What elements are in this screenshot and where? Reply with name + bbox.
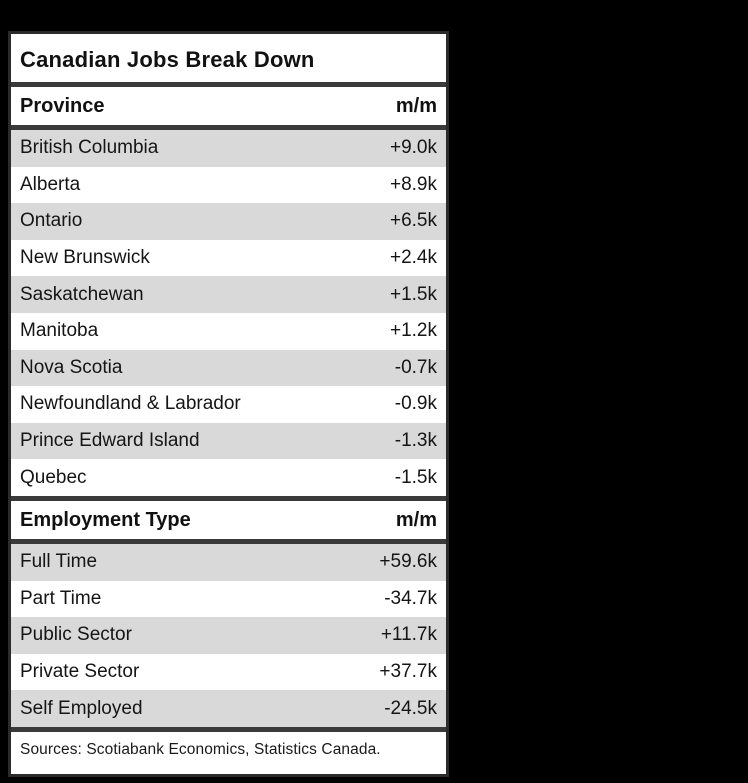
row-label: Alberta — [20, 173, 81, 195]
row-label: Manitoba — [20, 320, 99, 342]
table-row: Manitoba +1.2k — [11, 312, 446, 350]
row-value: -24.5k — [384, 697, 437, 719]
table-row: Ontario +6.5k — [11, 203, 446, 240]
row-label: Ontario — [20, 210, 83, 232]
row-label: Prince Edward Island — [20, 430, 200, 452]
jobs-breakdown-table-card: Canadian Jobs Break Down Province m/m Br… — [8, 31, 449, 777]
table-row: Self Employed -24.5k — [11, 690, 446, 727]
row-value: -1.3k — [394, 430, 437, 452]
table-row: British Columbia +9.0k — [11, 130, 446, 167]
row-value: -0.7k — [394, 356, 437, 378]
source-note: Sources: Scotiabank Economics, Statistic… — [20, 740, 381, 758]
table-row: Prince Edward Island -1.3k — [11, 422, 446, 460]
table-row: Public Sector +11.7k — [11, 617, 446, 654]
row-label: Part Time — [20, 587, 102, 609]
table-row: Part Time -34.7k — [11, 580, 446, 618]
table-row: Alberta +8.9k — [11, 166, 446, 204]
row-value: +2.4k — [389, 247, 437, 269]
row-label: Nova Scotia — [20, 356, 123, 378]
table-row: Quebec -1.5k — [11, 459, 446, 496]
row-value: +37.7k — [379, 661, 437, 683]
row-label: Newfoundland & Labrador — [20, 393, 241, 415]
row-label: Full Time — [20, 551, 98, 573]
column-header-mm: m/m — [395, 95, 437, 117]
row-value: +8.9k — [389, 173, 437, 195]
row-value: -0.9k — [394, 393, 437, 415]
column-header-employment-type: Employment Type — [20, 508, 191, 531]
row-value: +11.7k — [380, 624, 437, 646]
divider-rule — [11, 538, 446, 544]
row-label: New Brunswick — [20, 247, 150, 269]
table-row: Saskatchewan +1.5k — [11, 276, 446, 313]
divider-rule — [11, 82, 446, 87]
column-header-mm: m/m — [395, 508, 437, 531]
province-rows: British Columbia +9.0k Alberta +8.9k Ont… — [11, 130, 446, 496]
row-label: Self Employed — [20, 697, 143, 719]
divider-rule — [11, 495, 446, 501]
row-label: Private Sector — [20, 661, 140, 683]
row-value: +1.2k — [389, 320, 437, 342]
row-value: +9.0k — [389, 137, 437, 159]
row-value: +1.5k — [389, 283, 437, 305]
table-row: Private Sector +37.7k — [11, 653, 446, 691]
row-value: -1.5k — [394, 466, 437, 488]
table-title: Canadian Jobs Break Down — [20, 47, 315, 72]
employment-type-section-header: Employment Type m/m — [11, 501, 446, 539]
employment-type-rows: Full Time +59.6k Part Time -34.7k Public… — [11, 543, 446, 727]
row-value: +6.5k — [389, 210, 437, 232]
column-header-province: Province — [20, 95, 105, 117]
row-value: +59.6k — [379, 551, 437, 573]
table-row: Full Time +59.6k — [11, 543, 446, 581]
table-row: New Brunswick +2.4k — [11, 239, 446, 277]
table-row: Nova Scotia -0.7k — [11, 349, 446, 387]
row-label: Quebec — [20, 466, 87, 488]
table-row: Newfoundland & Labrador -0.9k — [11, 386, 446, 423]
row-label: Saskatchewan — [20, 283, 144, 305]
row-value: -34.7k — [384, 587, 437, 609]
divider-rule — [11, 726, 446, 732]
row-label: British Columbia — [20, 137, 159, 159]
divider-rule — [11, 125, 446, 130]
province-section-header: Province m/m — [11, 87, 446, 125]
row-label: Public Sector — [20, 624, 132, 646]
